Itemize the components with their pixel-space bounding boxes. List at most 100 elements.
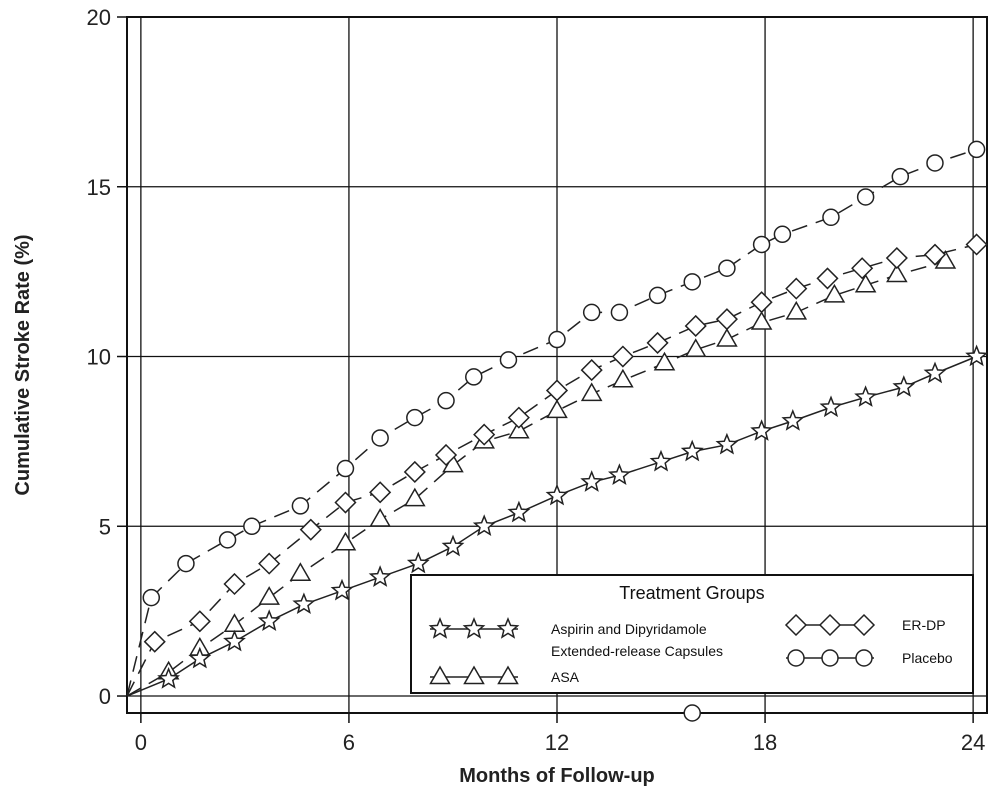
data-point-aspirin-and-dipyridamole-extended-release-capsules [441,534,465,557]
data-point-placebo [499,351,518,369]
legend-label-aspirin-and-dipyridamole-extended-release-capsules: Aspirin and Dipyridamole [551,621,707,637]
data-point-asa [716,328,738,347]
data-point-er-dp [403,460,426,484]
legend-marker-placebo [855,649,873,667]
data-point-aspirin-and-dipyridamole-extended-release-capsules [680,439,704,462]
series-aspirin-and-dipyridamole-extended-release-capsules [126,344,989,697]
data-point-aspirin-and-dipyridamole-extended-release-capsules [580,470,604,492]
legend-title: Treatment Groups [619,583,764,603]
data-point-placebo [582,303,601,322]
data-point-aspirin-and-dipyridamole-extended-release-capsules [257,609,281,632]
data-point-asa [334,531,357,551]
data-point-placebo [218,531,237,549]
y-tick-label: 15 [87,175,111,200]
y-tick-label: 10 [87,345,111,370]
data-point-er-dp [785,277,808,300]
legend-marker-aspirin-and-dipyridamole-extended-release-capsules [428,617,452,639]
data-point-er-dp [369,481,392,504]
y-tick-label: 5 [99,514,111,539]
data-point-placebo [891,167,910,186]
data-point-aspirin-and-dipyridamole-extended-release-capsules [923,361,947,384]
legend-marker-asa [497,665,519,685]
series-group [126,140,989,722]
data-point-placebo [773,225,792,244]
data-point-aspirin-and-dipyridamole-extended-release-capsules [292,592,316,615]
data-point-er-dp [545,379,569,402]
data-point-er-dp [258,552,281,575]
data-point-asa [750,311,773,330]
data-point-er-dp [684,314,707,338]
series-placebo [126,140,986,697]
grid-lines [127,17,987,713]
data-point-placebo [177,554,195,573]
data-point-er-dp [611,345,634,368]
data-point-er-dp [965,233,988,256]
y-tick-label: 20 [87,5,111,30]
data-point-er-dp [507,406,530,429]
data-point-placebo-outlier [683,704,701,722]
data-point-asa [258,586,280,605]
legend-label-asa: ASA [551,669,580,685]
data-point-er-dp [923,243,947,266]
data-point-asa [785,300,808,320]
data-point-er-dp [223,572,246,596]
data-point-asa [546,399,568,419]
data-point-asa [886,263,908,283]
data-point-aspirin-and-dipyridamole-extended-release-capsules [607,463,631,486]
data-point-placebo [406,408,424,427]
data-point-placebo [548,330,566,349]
data-point-placebo [437,391,455,410]
data-point-er-dp [434,443,458,467]
legend-marker-aspirin-and-dipyridamole-extended-release-capsules [462,617,486,639]
data-point-aspirin-and-dipyridamole-extended-release-capsules [715,432,739,455]
legend-marker-er-dp [818,613,842,637]
data-point-asa [289,562,312,582]
data-point-placebo [371,429,389,447]
data-point-asa [684,338,707,357]
data-point-aspirin-and-dipyridamole-extended-release-capsules [223,629,246,652]
data-point-asa [404,487,426,507]
data-point-aspirin-and-dipyridamole-extended-release-capsules [965,344,989,367]
legend-entry-er-dp: ER-DP [784,613,946,637]
data-point-placebo [648,286,667,305]
data-point-er-dp [816,267,839,290]
data-point-er-dp [334,491,357,514]
data-point-aspirin-and-dipyridamole-extended-release-capsules [188,646,212,669]
y-tick-label: 0 [99,684,111,709]
data-point-placebo [752,235,771,254]
data-point-asa [369,507,391,527]
data-point-asa [854,273,877,293]
data-point-placebo [243,517,261,536]
data-point-er-dp [715,308,738,331]
data-point-er-dp [646,331,669,354]
data-point-placebo [291,497,310,515]
series-er-dp [126,233,988,697]
x-tick-label: 18 [753,730,777,755]
data-point-aspirin-and-dipyridamole-extended-release-capsules [750,419,773,441]
data-point-placebo [967,140,986,159]
x-tick-label: 24 [961,730,985,755]
data-point-aspirin-and-dipyridamole-extended-release-capsules [507,500,531,523]
data-point-placebo [142,588,161,607]
x-axis-title: Months of Follow-up [459,765,655,787]
data-point-aspirin-and-dipyridamole-extended-release-capsules [368,565,392,587]
data-point-aspirin-and-dipyridamole-extended-release-capsules [330,578,354,601]
legend-entry-placebo: Placebo [786,649,953,667]
data-point-er-dp [299,518,322,541]
data-point-aspirin-and-dipyridamole-extended-release-capsules [854,385,878,407]
data-point-aspirin-and-dipyridamole-extended-release-capsules [892,375,916,397]
data-point-er-dp [885,246,908,270]
legend-marker-aspirin-and-dipyridamole-extended-release-capsules [496,617,520,639]
data-point-er-dp [580,359,603,382]
legend-entry-aspirin-and-dipyridamole-extended-release-capsules: Aspirin and Dipyridamole Extended-release… [428,617,723,659]
data-point-placebo [683,273,701,291]
data-point-aspirin-and-dipyridamole-extended-release-capsules [472,514,496,537]
data-point-asa [612,368,634,388]
data-point-placebo [610,303,629,322]
data-point-aspirin-and-dipyridamole-extended-release-capsules [781,408,805,431]
data-point-er-dp [143,630,166,653]
legend-marker-asa [463,665,485,685]
data-point-aspirin-and-dipyridamole-extended-release-capsules [819,395,843,418]
series-asa [126,249,957,697]
